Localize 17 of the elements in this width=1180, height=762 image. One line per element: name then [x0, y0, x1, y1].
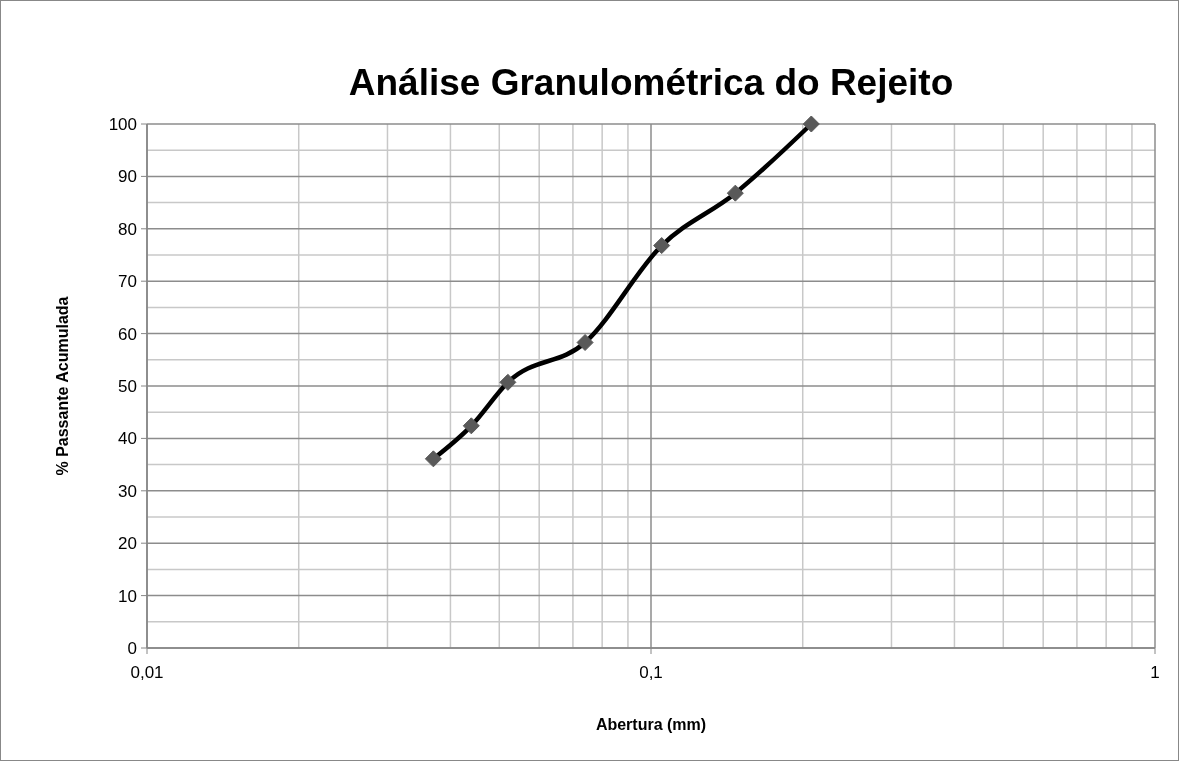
x-tick-label: 1 [1150, 663, 1160, 682]
y-tick-label: 100 [108, 114, 137, 134]
chart-title: Análise Granulométrica do Rejeito [348, 62, 954, 103]
x-tick-label: 0,1 [639, 663, 663, 682]
y-tick-label: 0 [127, 638, 137, 658]
x-axis-title: Abertura (mm) [595, 716, 707, 733]
y-tick-label: 50 [118, 376, 137, 396]
y-tick-label: 60 [118, 324, 137, 344]
y-tick-label: 40 [118, 429, 137, 449]
y-tick-label: 80 [118, 219, 137, 239]
y-tick-label: 30 [118, 481, 137, 501]
y-tick-label: 90 [118, 167, 137, 187]
y-tick-label: 70 [118, 272, 137, 292]
y-tick-label: 10 [118, 586, 137, 606]
y-axis-title: % Passante Acumulada [54, 296, 71, 476]
x-tick-label: 0,01 [130, 663, 164, 682]
y-tick-label: 20 [118, 534, 137, 554]
